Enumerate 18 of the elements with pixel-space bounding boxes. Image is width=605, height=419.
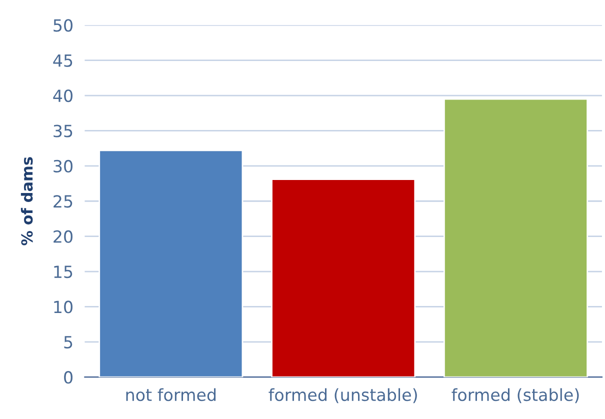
- bar: [444, 98, 588, 378]
- x-tick-label: formed (stable): [452, 388, 579, 404]
- y-tick-label: 20: [54, 230, 72, 243]
- bar: [271, 178, 416, 378]
- y-tick-label: 0: [64, 371, 72, 384]
- y-tick-label: 30: [54, 160, 72, 172]
- bar: [98, 150, 244, 378]
- y-tick-label: 35: [54, 124, 72, 138]
- y-tick-label: 50: [54, 19, 72, 32]
- y-tick-label: 40: [53, 89, 72, 102]
- y-tick-label: 25: [54, 195, 72, 208]
- x-tick-label: formed (unstable): [268, 388, 417, 404]
- y-tick-label: 10: [54, 300, 72, 314]
- y-axis-title: % of dams: [20, 157, 33, 246]
- x-tick-label: not formed: [126, 388, 216, 402]
- y-tick-label: 15: [54, 266, 72, 278]
- y-tick-label: 45: [53, 54, 72, 67]
- y-tick-label: 5: [64, 336, 72, 348]
